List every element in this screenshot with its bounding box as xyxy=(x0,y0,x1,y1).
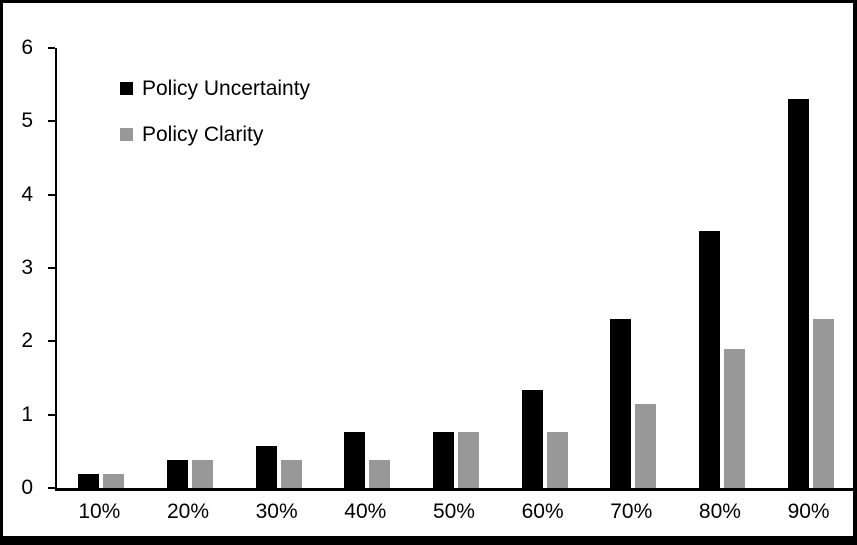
legend-swatch-clarity-icon xyxy=(120,128,133,141)
x-tick-label: 80% xyxy=(698,500,741,523)
bar-policy-uncertainty-30% xyxy=(255,446,277,488)
x-tick-label: 70% xyxy=(610,500,653,523)
legend: Policy Uncertainty Policy Clarity xyxy=(120,75,310,167)
legend-label-uncertainty: Policy Uncertainty xyxy=(142,76,311,100)
bar-group-50% xyxy=(432,431,479,488)
bar-policy-uncertainty-60% xyxy=(521,390,543,488)
bar-policy-clarity-50% xyxy=(457,432,479,488)
bar-policy-clarity-90% xyxy=(812,319,834,488)
x-tick-label: 90% xyxy=(787,500,830,523)
x-tick-label: 50% xyxy=(432,500,475,523)
y-tick-label: 2 xyxy=(21,329,33,353)
bar-policy-clarity-70% xyxy=(635,403,657,488)
bar-policy-uncertainty-10% xyxy=(78,474,100,488)
legend-item-policy-uncertainty: Policy Uncertainty xyxy=(120,75,310,102)
bar-policy-uncertainty-90% xyxy=(787,99,809,488)
bar-group-40% xyxy=(344,432,391,488)
x-tick-label: 60% xyxy=(521,500,564,523)
y-tick xyxy=(48,47,55,49)
x-tick-label: 20% xyxy=(166,500,209,523)
y-tick xyxy=(48,120,55,123)
bar-policy-clarity-80% xyxy=(723,348,745,488)
bar-policy-uncertainty-70% xyxy=(610,319,632,488)
y-tick xyxy=(48,340,55,343)
bar-policy-clarity-10% xyxy=(103,474,125,488)
bar-policy-uncertainty-80% xyxy=(698,231,720,488)
bar-policy-uncertainty-40% xyxy=(344,432,366,488)
y-tick-label: 5 xyxy=(21,109,33,133)
legend-swatch-uncertainty-icon xyxy=(120,82,133,95)
bar-policy-uncertainty-20% xyxy=(166,460,188,488)
legend-label-clarity: Policy Clarity xyxy=(142,122,264,146)
legend-item-policy-clarity: Policy Clarity xyxy=(120,121,310,148)
y-tick-label: 1 xyxy=(21,402,33,426)
bar-policy-clarity-40% xyxy=(369,460,391,488)
bar-group-90% xyxy=(787,99,834,488)
bar-group-20% xyxy=(166,460,213,488)
bar-policy-clarity-30% xyxy=(280,460,302,488)
y-tick-label: 0 xyxy=(21,476,33,499)
x-tick-label: 30% xyxy=(255,500,298,523)
bar-policy-clarity-20% xyxy=(191,460,213,488)
bar-group-60% xyxy=(521,390,568,488)
y-tick xyxy=(48,413,55,416)
bars-container xyxy=(57,48,853,488)
x-tick-label: 40% xyxy=(344,500,387,523)
bar-group-70% xyxy=(610,319,657,488)
y-tick xyxy=(48,267,55,269)
x-axis-labels: 10% 20% 30% 40% 50% 60% 70% 80% 90% xyxy=(55,500,853,524)
x-tick-label: 10% xyxy=(78,500,121,523)
bar-policy-uncertainty-50% xyxy=(432,431,454,488)
y-tick-label: 6 xyxy=(21,36,33,59)
y-tick-label: 3 xyxy=(21,256,33,279)
y-tick-label: 4 xyxy=(21,182,33,206)
y-tick xyxy=(48,487,55,489)
bar-group-80% xyxy=(698,231,745,488)
bar-group-30% xyxy=(255,446,302,488)
plot-area xyxy=(55,48,853,491)
bar-policy-clarity-60% xyxy=(546,431,568,488)
y-tick xyxy=(48,193,55,196)
bar-group-10% xyxy=(78,474,125,488)
